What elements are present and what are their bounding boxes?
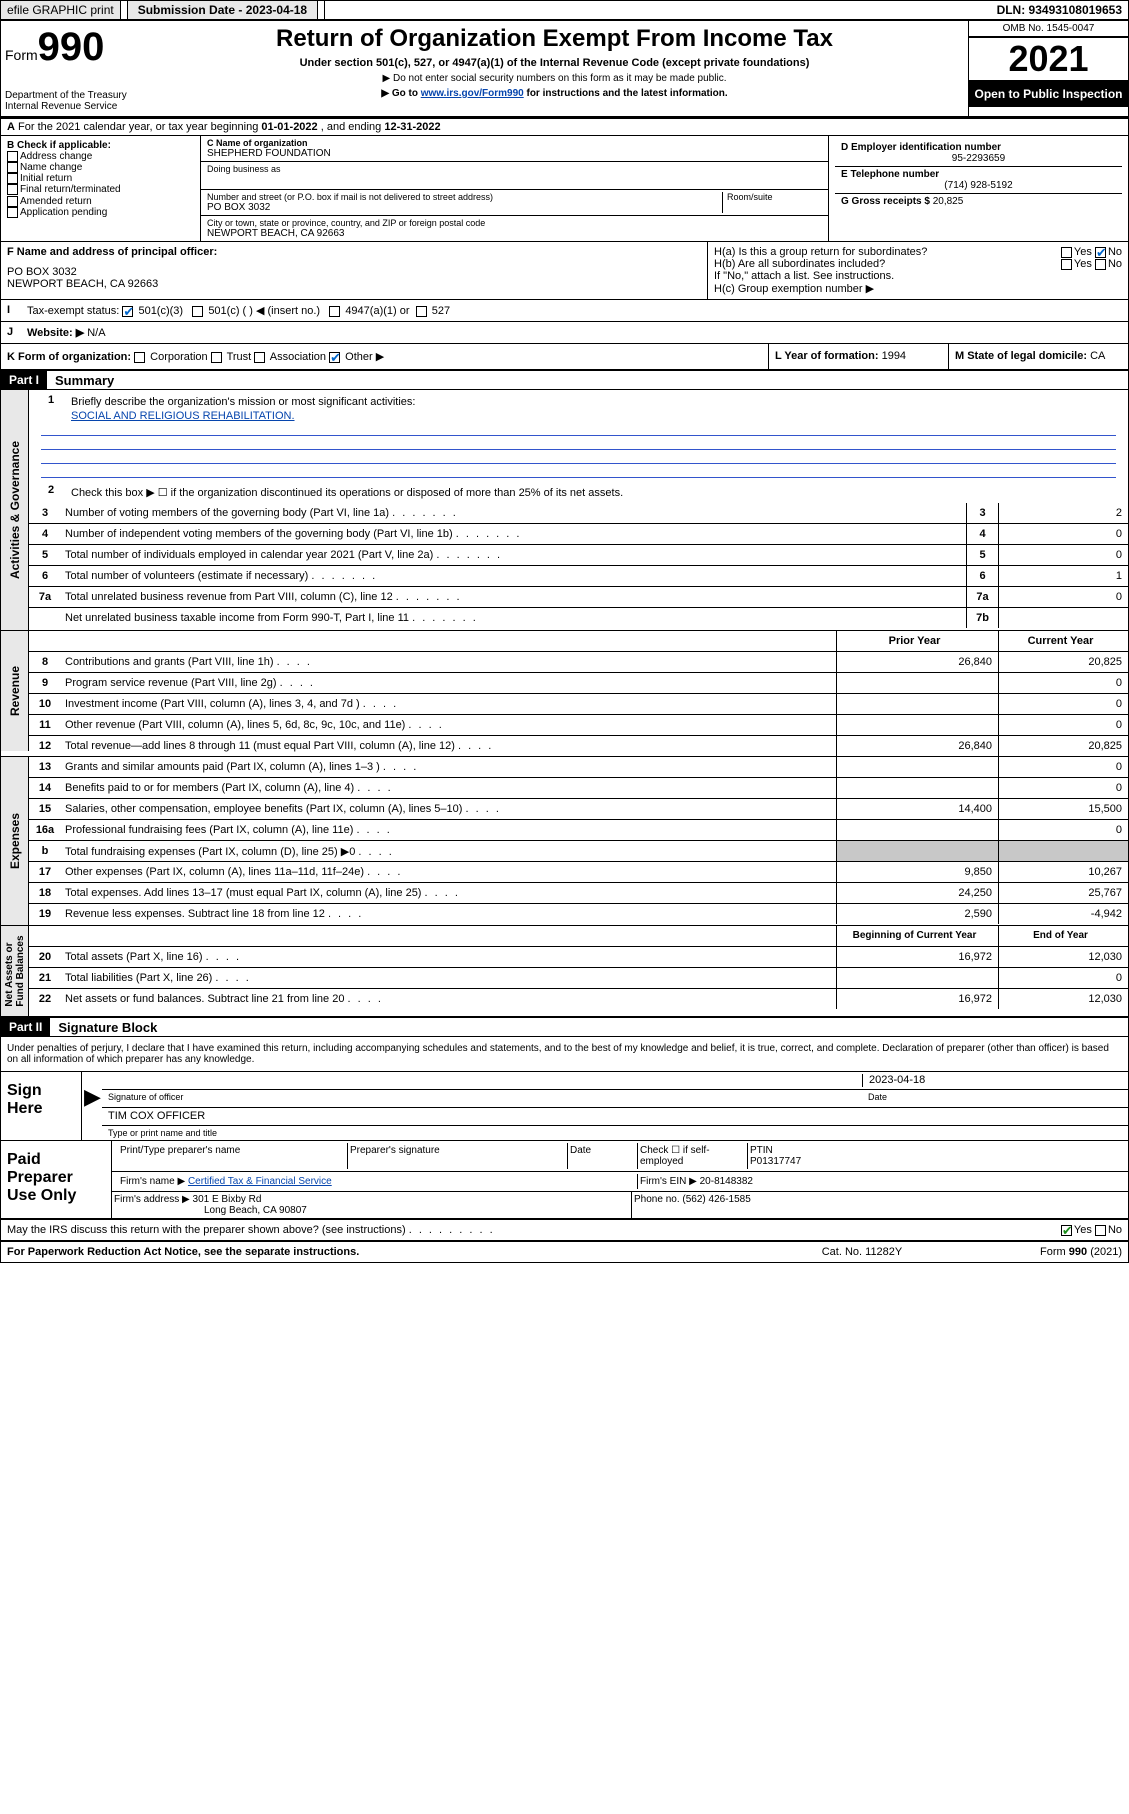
section-i: I Tax-exempt status: 501(c)(3) 501(c) ( … [1,300,1128,322]
sign-here-label: Sign Here [1,1072,81,1140]
section-f: F Name and address of principal officer:… [1,242,708,299]
gov-line: 3 Number of voting members of the govern… [29,503,1128,524]
form-container: efile GRAPHIC print Submission Date - 20… [0,0,1129,1263]
cb-4947[interactable] [329,306,340,317]
data-line: 19 Revenue less expenses. Subtract line … [29,904,1128,924]
cb-final-return[interactable] [7,184,18,195]
cb-app-pending[interactable] [7,207,18,218]
form-number: 990 [38,25,105,69]
part1-header: Part ISummary [1,371,1128,390]
form-label: Form [5,47,38,63]
section-k: K Form of organization: Corporation Trus… [1,344,768,369]
cb-discuss-no[interactable] [1095,1225,1106,1236]
gov-line: 6 Total number of volunteers (estimate i… [29,566,1128,587]
data-line: 13 Grants and similar amounts paid (Part… [29,757,1128,778]
cb-501c[interactable] [192,306,203,317]
cb-assoc[interactable] [254,352,265,363]
vtab-revenue: Revenue [1,631,29,751]
data-line: 20 Total assets (Part X, line 16) . . . … [29,947,1128,968]
tax-year: 2021 [969,37,1128,81]
section-c: C Name of organizationSHEPHERD FOUNDATIO… [201,136,828,241]
discuss-row: May the IRS discuss this return with the… [1,1220,1128,1242]
cb-hb-no[interactable] [1095,259,1106,270]
efile-label: efile GRAPHIC print [1,1,121,19]
firm-link[interactable]: Certified Tax & Financial Service [188,1176,332,1187]
vtab-governance: Activities & Governance [1,390,29,630]
section-m: M State of legal domicile: CA [948,344,1128,369]
data-line: 16a Professional fundraising fees (Part … [29,820,1128,841]
section-a: A For the 2021 calendar year, or tax yea… [1,119,1128,136]
data-line: 21 Total liabilities (Part X, line 26) .… [29,968,1128,989]
footer: For Paperwork Reduction Act Notice, see … [1,1242,1128,1262]
section-b: B Check if applicable: Address change Na… [1,136,201,241]
gov-line: Net unrelated business taxable income fr… [29,608,1128,628]
vtab-expenses: Expenses [1,757,29,925]
public-inspection: Open to Public Inspection [969,81,1128,107]
cb-trust[interactable] [211,352,222,363]
form-title: Return of Organization Exempt From Incom… [145,25,964,53]
data-line: 12 Total revenue—add lines 8 through 11 … [29,736,1128,756]
section-h: H(a) Is this a group return for subordin… [708,242,1128,299]
cb-other[interactable] [329,352,340,363]
data-line: 15 Salaries, other compensation, employe… [29,799,1128,820]
part2-header: Part IISignature Block [1,1018,1128,1037]
cb-501c3[interactable] [122,306,133,317]
form-header: Form990 Department of the Treasury Inter… [1,21,1128,119]
irs-link[interactable]: www.irs.gov/Form990 [421,88,524,99]
topbar: efile GRAPHIC print Submission Date - 20… [1,1,1128,21]
cb-ha-no[interactable] [1095,247,1106,258]
cb-ha-yes[interactable] [1061,247,1072,258]
dln-label: DLN: 93493108019653 [991,1,1128,19]
gov-line: 7a Total unrelated business revenue from… [29,587,1128,608]
section-l: L Year of formation: 1994 [768,344,948,369]
cb-527[interactable] [416,306,427,317]
vtab-netassets: Net Assets orFund Balances [1,926,29,1016]
data-line: 9 Program service revenue (Part VIII, li… [29,673,1128,694]
cb-initial-return[interactable] [7,173,18,184]
data-line: 8 Contributions and grants (Part VIII, l… [29,652,1128,673]
cb-address-change[interactable] [7,151,18,162]
data-line: 11 Other revenue (Part VIII, column (A),… [29,715,1128,736]
submission-date-button[interactable]: Submission Date - 2023-04-18 [127,0,318,20]
cb-amended[interactable] [7,196,18,207]
cb-discuss-yes[interactable] [1061,1225,1072,1236]
cb-corp[interactable] [134,352,145,363]
omb-number: OMB No. 1545-0047 [969,21,1128,37]
irs-label: Internal Revenue Service [5,101,137,112]
note-link: ▶ Go to www.irs.gov/Form990 for instruct… [145,88,964,99]
data-line: 18 Total expenses. Add lines 13–17 (must… [29,883,1128,904]
data-line: 17 Other expenses (Part IX, column (A), … [29,862,1128,883]
data-line: 22 Net assets or fund balances. Subtract… [29,989,1128,1009]
declaration: Under penalties of perjury, I declare th… [1,1037,1128,1071]
data-line: 10 Investment income (Part VIII, column … [29,694,1128,715]
gov-line: 4 Number of independent voting members o… [29,524,1128,545]
arrow-icon: ▶ [82,1072,102,1140]
section-j: J Website: ▶ N/A [1,322,1128,344]
form-subtitle: Under section 501(c), 527, or 4947(a)(1)… [145,57,964,69]
paid-preparer-label: Paid Preparer Use Only [1,1141,111,1218]
data-line: 14 Benefits paid to or for members (Part… [29,778,1128,799]
dept-label: Department of the Treasury [5,90,137,101]
mission-link[interactable]: SOCIAL AND RELIGIOUS REHABILITATION. [35,410,1122,422]
cb-name-change[interactable] [7,162,18,173]
data-line: b Total fundraising expenses (Part IX, c… [29,841,1128,862]
gov-line: 5 Total number of individuals employed i… [29,545,1128,566]
section-deg: D Employer identification number95-22936… [828,136,1128,241]
cb-hb-yes[interactable] [1061,259,1072,270]
note-ssn: ▶ Do not enter social security numbers o… [145,73,964,84]
